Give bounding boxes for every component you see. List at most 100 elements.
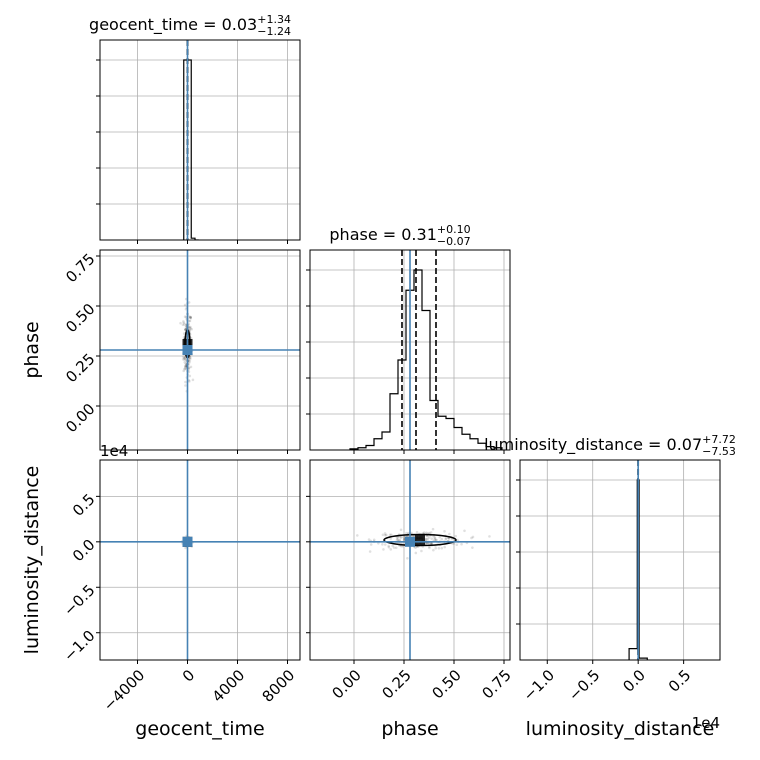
truth-marker <box>182 345 193 355</box>
sample-point <box>184 362 188 365</box>
sample-point <box>368 550 372 553</box>
sample-point <box>426 537 429 541</box>
sample-point <box>188 360 192 363</box>
sample-point <box>184 384 187 387</box>
sample-point <box>184 364 187 368</box>
sample-point <box>187 362 191 365</box>
sample-point <box>400 545 403 548</box>
sample-point <box>433 536 437 539</box>
sample-point <box>184 328 187 331</box>
sample-point <box>460 542 463 546</box>
histogram-geocent_time <box>183 59 199 240</box>
sample-point <box>470 536 473 540</box>
sample-point <box>383 532 387 535</box>
sample-point <box>182 355 185 359</box>
sample-point <box>377 542 380 545</box>
sample-point <box>189 327 192 330</box>
sample-point <box>452 542 456 545</box>
x-tick-label-luminosity_distance: −1.0 <box>520 666 558 704</box>
sample-point <box>444 536 448 540</box>
sample-point <box>428 546 431 550</box>
offset-text-x-luminosity_distance: 1e4 <box>692 714 720 732</box>
sample-point <box>432 548 435 552</box>
sample-point <box>184 367 188 371</box>
sample-point <box>488 535 491 538</box>
sample-point <box>422 531 426 534</box>
sample-point <box>426 534 429 538</box>
x-tick-label-phase: 0.00 <box>328 666 364 702</box>
sample-point <box>396 538 400 541</box>
sample-point <box>372 538 376 542</box>
sample-point <box>433 537 437 540</box>
sample-point <box>430 537 434 541</box>
sample-point <box>189 316 192 319</box>
sample-point <box>181 357 185 361</box>
sample-point <box>427 536 431 539</box>
sample-point <box>447 537 451 540</box>
sample-point <box>188 380 191 383</box>
sample-point <box>414 546 417 550</box>
sample-point <box>381 543 384 546</box>
x-tick-label-geocent_time: 4000 <box>209 666 249 706</box>
title-phase: phase = 0.31+0.10 <box>329 223 470 244</box>
sample-point <box>188 326 192 330</box>
panel-phase-vs-luminosity_distance <box>306 459 511 664</box>
sample-point <box>429 531 433 534</box>
sample-point <box>189 356 192 360</box>
panel-frame <box>99 39 301 241</box>
x-tick-label-geocent_time: −4000 <box>100 666 149 715</box>
sample-point <box>438 535 442 539</box>
sample-point <box>434 538 438 542</box>
x-tick-label-geocent_time: 8000 <box>259 666 299 706</box>
sample-point <box>443 529 446 533</box>
sample-point <box>395 536 399 539</box>
sample-point <box>405 531 408 535</box>
y-tick-label-luminosity_distance: 0.5 <box>69 490 99 520</box>
title-sub-geocent_time: −1.24 <box>257 25 291 38</box>
x-axis-label-phase: phase <box>381 718 438 740</box>
sample-point <box>399 528 403 532</box>
sample-point <box>381 533 385 537</box>
sample-point <box>188 374 192 378</box>
panel-frame <box>309 249 511 451</box>
sample-point <box>443 545 446 549</box>
sample-point <box>383 543 387 546</box>
sample-point <box>183 356 186 360</box>
title-geocent_time: geocent_time = 0.03+1.34 <box>89 13 291 35</box>
sample-point <box>385 533 388 537</box>
x-tick-label-phase: 0.25 <box>378 666 414 702</box>
x-tick-label-geocent_time: 0 <box>179 666 198 685</box>
sample-point <box>183 358 186 362</box>
sample-point <box>191 378 195 382</box>
panel-geocent_time-vs-phase <box>96 249 301 454</box>
sample-point <box>189 325 192 329</box>
truth-marker <box>405 536 415 547</box>
sample-point <box>183 367 187 370</box>
y-tick-label-phase: 0.00 <box>62 400 98 436</box>
sample-point <box>394 546 398 550</box>
title-luminosity_distance: luminosity_distance = 0.07+7.72 <box>484 433 736 455</box>
sample-point <box>402 538 406 541</box>
sample-point <box>428 531 431 535</box>
sample-point <box>440 546 444 550</box>
panel-content <box>100 250 300 450</box>
sample-point <box>184 328 187 331</box>
panel-geocent_time-hist <box>96 39 301 244</box>
y-tick-label-phase: 0.25 <box>62 350 98 386</box>
sample-point <box>437 547 441 550</box>
sample-point <box>367 538 371 541</box>
panel-frame <box>309 459 511 661</box>
sample-point <box>454 534 458 538</box>
y-tick-label-luminosity_distance: 0.0 <box>69 536 99 566</box>
panel-luminosity_distance-hist <box>516 459 721 664</box>
sample-point <box>187 366 191 370</box>
sample-point <box>187 301 191 304</box>
sample-point <box>434 546 438 550</box>
panel-content <box>310 250 510 450</box>
y-tick-label-phase: 0.50 <box>62 300 98 336</box>
sample-point <box>183 315 187 318</box>
sample-point <box>182 321 186 325</box>
sample-point <box>395 538 399 541</box>
sample-point <box>392 546 396 549</box>
